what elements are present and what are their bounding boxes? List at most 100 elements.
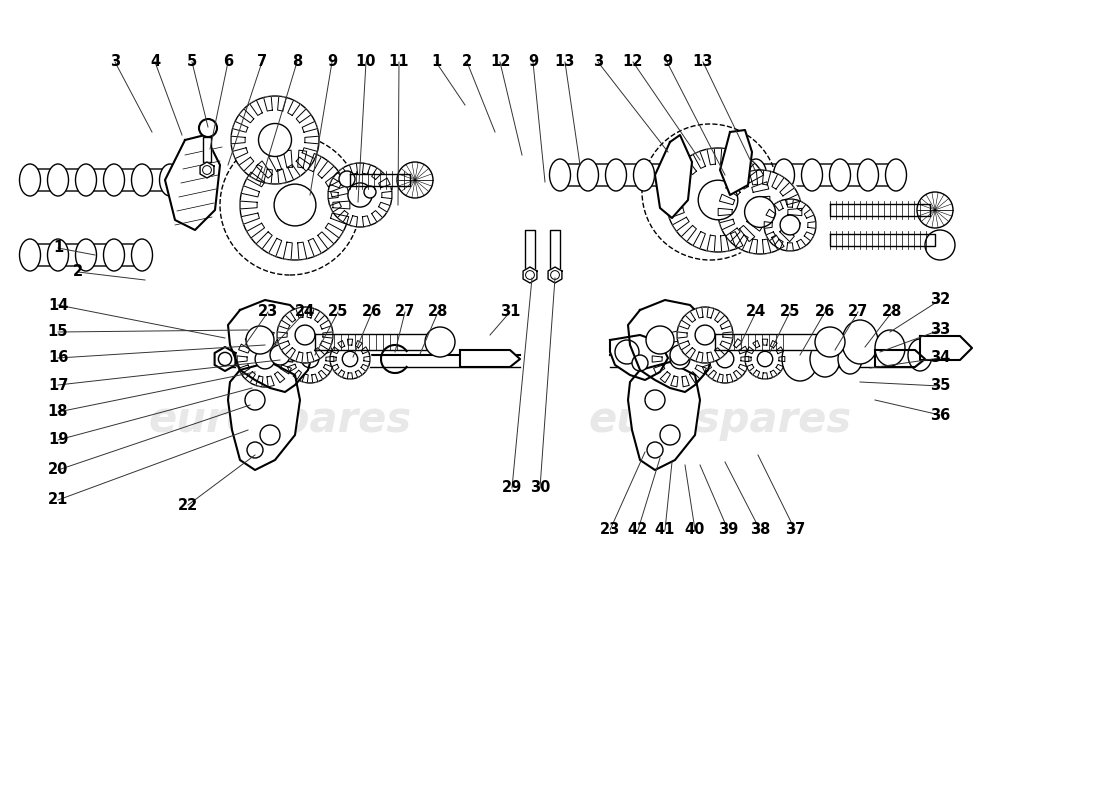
Circle shape: [716, 350, 734, 368]
Circle shape: [301, 350, 319, 368]
Polygon shape: [232, 122, 248, 132]
Polygon shape: [238, 356, 248, 362]
Ellipse shape: [103, 164, 124, 196]
Polygon shape: [525, 230, 535, 270]
Polygon shape: [779, 356, 784, 362]
Ellipse shape: [550, 159, 571, 191]
Circle shape: [260, 425, 280, 445]
Polygon shape: [305, 136, 319, 144]
Text: 13: 13: [554, 54, 575, 70]
Polygon shape: [460, 350, 520, 367]
Polygon shape: [315, 348, 324, 358]
Polygon shape: [165, 135, 220, 230]
Polygon shape: [736, 235, 748, 250]
Polygon shape: [231, 136, 245, 144]
Polygon shape: [696, 307, 703, 318]
Circle shape: [780, 215, 800, 235]
Circle shape: [675, 306, 735, 364]
Circle shape: [236, 331, 293, 387]
Text: 6: 6: [223, 54, 233, 70]
Polygon shape: [378, 202, 390, 212]
Polygon shape: [204, 137, 211, 162]
Ellipse shape: [47, 239, 68, 271]
Polygon shape: [702, 346, 712, 354]
Polygon shape: [628, 362, 700, 470]
Circle shape: [425, 327, 455, 357]
Polygon shape: [727, 335, 733, 344]
Polygon shape: [250, 100, 262, 115]
Ellipse shape: [874, 330, 905, 366]
Polygon shape: [275, 372, 285, 382]
Polygon shape: [239, 365, 250, 374]
Circle shape: [327, 162, 394, 229]
Ellipse shape: [782, 337, 818, 381]
Polygon shape: [256, 376, 263, 387]
Polygon shape: [628, 300, 715, 392]
Circle shape: [666, 148, 770, 252]
Polygon shape: [241, 213, 260, 224]
Polygon shape: [277, 169, 286, 184]
Text: 10: 10: [355, 54, 376, 70]
Polygon shape: [296, 352, 303, 363]
Text: 40: 40: [685, 522, 705, 538]
Polygon shape: [786, 243, 793, 250]
Polygon shape: [693, 231, 705, 249]
Circle shape: [255, 349, 275, 369]
Polygon shape: [720, 341, 732, 350]
Polygon shape: [749, 170, 758, 185]
Circle shape: [716, 168, 804, 256]
Polygon shape: [715, 348, 725, 358]
Polygon shape: [382, 191, 392, 198]
Polygon shape: [293, 338, 301, 348]
Polygon shape: [323, 364, 332, 372]
Polygon shape: [323, 332, 333, 338]
Polygon shape: [726, 182, 740, 196]
Polygon shape: [232, 148, 248, 158]
Ellipse shape: [76, 239, 97, 271]
Text: 16: 16: [47, 350, 68, 366]
Circle shape: [757, 351, 772, 366]
Polygon shape: [338, 341, 344, 348]
Polygon shape: [214, 347, 235, 371]
Polygon shape: [660, 335, 670, 346]
Polygon shape: [774, 201, 783, 210]
Polygon shape: [780, 228, 794, 242]
Polygon shape: [318, 161, 334, 178]
Ellipse shape: [160, 164, 180, 196]
Polygon shape: [738, 346, 748, 354]
Text: 39: 39: [718, 522, 738, 538]
Circle shape: [328, 163, 392, 227]
Polygon shape: [772, 235, 784, 250]
Polygon shape: [752, 341, 760, 348]
Polygon shape: [707, 235, 715, 252]
Polygon shape: [736, 174, 748, 189]
Polygon shape: [717, 374, 723, 383]
Polygon shape: [246, 223, 265, 238]
Ellipse shape: [838, 344, 862, 374]
Polygon shape: [275, 335, 285, 346]
Text: 1: 1: [431, 54, 441, 70]
Polygon shape: [268, 238, 282, 257]
Polygon shape: [302, 335, 308, 344]
Text: 38: 38: [750, 522, 770, 538]
Polygon shape: [696, 352, 703, 363]
Polygon shape: [695, 344, 706, 353]
Polygon shape: [267, 376, 274, 387]
Polygon shape: [734, 338, 742, 348]
Ellipse shape: [773, 159, 794, 191]
Polygon shape: [280, 365, 292, 374]
Polygon shape: [323, 346, 332, 354]
Polygon shape: [654, 135, 692, 218]
Text: 28: 28: [428, 305, 448, 319]
Text: 23: 23: [257, 305, 278, 319]
Circle shape: [744, 338, 786, 380]
Text: 30: 30: [530, 481, 550, 495]
Ellipse shape: [132, 164, 153, 196]
Text: 27: 27: [848, 305, 868, 319]
Polygon shape: [284, 242, 293, 260]
Polygon shape: [361, 347, 368, 354]
Polygon shape: [256, 161, 272, 178]
Circle shape: [235, 330, 295, 388]
Polygon shape: [830, 204, 930, 216]
Polygon shape: [245, 372, 255, 382]
